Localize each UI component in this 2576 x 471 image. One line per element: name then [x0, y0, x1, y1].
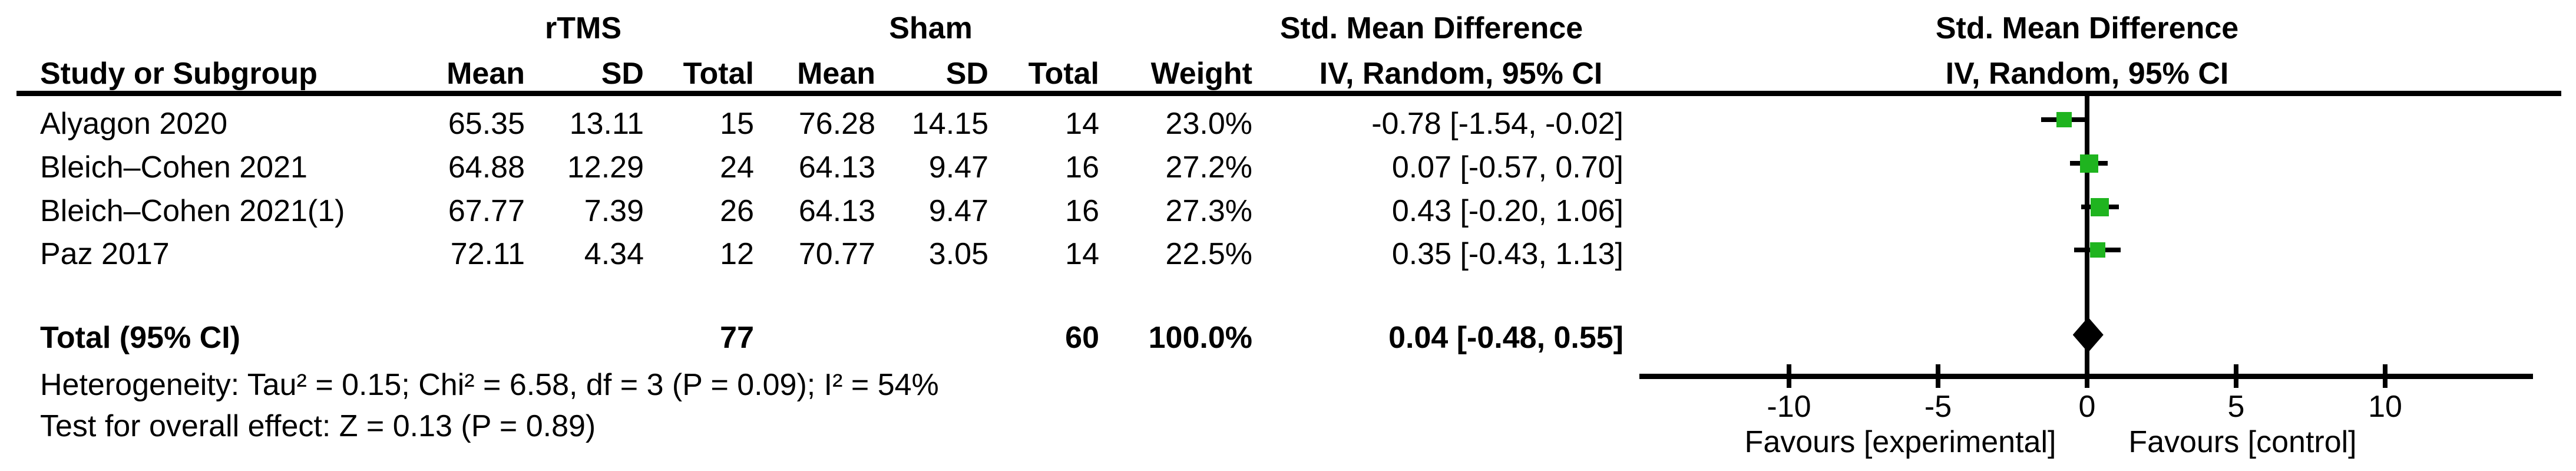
column-header-total-sham: Total [1028, 57, 1099, 91]
cell-sd-sham: 14.15 [911, 107, 988, 141]
cell-mean-rtms: 64.88 [448, 150, 525, 185]
total-row-ci: 0.04 [-0.48, 0.55] [1388, 321, 1623, 355]
cell-ci: 0.07 [-0.57, 0.70] [1391, 150, 1623, 185]
group-header-rtms: rTMS [545, 11, 621, 45]
column-header-sd-sham: SD [945, 57, 988, 91]
column-header-ci-plot: IV, Random, 95% CI [1945, 57, 2229, 91]
cell-mean-rtms: 67.77 [448, 194, 525, 228]
axis-tick [2085, 364, 2089, 388]
total-row-weight: 100.0% [1148, 321, 1252, 355]
cell-mean-rtms: 65.35 [448, 107, 525, 141]
column-header-ci-table: IV, Random, 95% CI [1319, 57, 1603, 91]
favours-control-label: Favours [control] [2128, 425, 2357, 459]
total-row-n-rtms: 77 [720, 321, 754, 355]
cell-study: Paz 2017 [40, 237, 170, 271]
axis-tick [1936, 364, 1940, 388]
cell-sd-rtms: 4.34 [584, 237, 644, 271]
effect-header-plot: Std. Mean Difference [1935, 11, 2239, 45]
column-header-weight: Weight [1150, 57, 1252, 91]
cell-total-sham: 16 [1065, 150, 1099, 185]
cell-total-rtms: 24 [720, 150, 754, 185]
heterogeneity-text: Heterogeneity: Tau² = 0.15; Chi² = 6.58,… [40, 368, 939, 402]
cell-mean-sham: 64.13 [798, 150, 875, 185]
effect-square [2089, 242, 2105, 258]
axis-tick-label: -5 [1924, 390, 1952, 424]
cell-study: Alyagon 2020 [40, 107, 228, 141]
cell-sd-sham: 9.47 [928, 150, 988, 185]
cell-sd-rtms: 13.11 [569, 107, 644, 141]
cell-sd-sham: 3.05 [928, 237, 988, 271]
effect-header-table: Std. Mean Difference [1279, 11, 1583, 45]
effect-square [2056, 112, 2072, 127]
cell-ci: -0.78 [-1.54, -0.02] [1371, 107, 1623, 141]
overall-effect-text: Test for overall effect: Z = 0.13 (P = 0… [40, 409, 596, 443]
cell-total-sham: 14 [1065, 107, 1099, 141]
cell-mean-sham: 70.77 [798, 237, 875, 271]
total-row-label: Total (95% CI) [40, 321, 240, 355]
cell-mean-sham: 76.28 [798, 107, 875, 141]
cell-weight: 27.3% [1165, 194, 1252, 228]
column-header-sd-rtms: SD [601, 57, 644, 91]
effect-square [2091, 197, 2109, 216]
pooled-effect-diamond [2072, 317, 2104, 353]
axis-tick-label: 5 [2227, 390, 2245, 424]
cell-weight: 27.2% [1165, 150, 1252, 185]
cell-mean-rtms: 72.11 [450, 237, 525, 271]
cell-sd-rtms: 12.29 [567, 150, 644, 185]
header-rule [16, 91, 2561, 96]
cell-sd-sham: 9.47 [928, 194, 988, 228]
cell-total-rtms: 26 [720, 194, 754, 228]
axis-tick [2234, 364, 2238, 388]
cell-total-rtms: 15 [720, 107, 754, 141]
axis-tick [1787, 364, 1791, 388]
favours-experimental-label: Favours [experimental] [1744, 425, 2056, 459]
axis-tick-label: 0 [2078, 390, 2096, 424]
cell-weight: 22.5% [1165, 237, 1252, 271]
effect-square [2080, 154, 2099, 173]
column-header-mean-sham: Mean [797, 57, 875, 91]
cell-mean-sham: 64.13 [798, 194, 875, 228]
axis-tick-label: -10 [1767, 390, 1811, 424]
cell-ci: 0.35 [-0.43, 1.13] [1391, 237, 1623, 271]
column-header-study: Study or Subgroup [40, 57, 318, 91]
cell-total-sham: 14 [1065, 237, 1099, 271]
zero-effect-line [2085, 96, 2089, 388]
group-header-sham: Sham [889, 11, 973, 45]
total-row-n-sham: 60 [1065, 321, 1099, 355]
cell-sd-rtms: 7.39 [584, 194, 644, 228]
cell-study: Bleich–Cohen 2021 [40, 150, 307, 185]
axis-tick-label: 10 [2368, 390, 2402, 424]
cell-total-rtms: 12 [720, 237, 754, 271]
cell-study: Bleich–Cohen 2021(1) [40, 194, 345, 228]
cell-ci: 0.43 [-0.20, 1.06] [1391, 194, 1623, 228]
axis-tick [2383, 364, 2387, 388]
column-header-mean-rtms: Mean [447, 57, 525, 91]
cell-weight: 23.0% [1165, 107, 1252, 141]
column-header-total-rtms: Total [683, 57, 754, 91]
cell-total-sham: 16 [1065, 194, 1099, 228]
